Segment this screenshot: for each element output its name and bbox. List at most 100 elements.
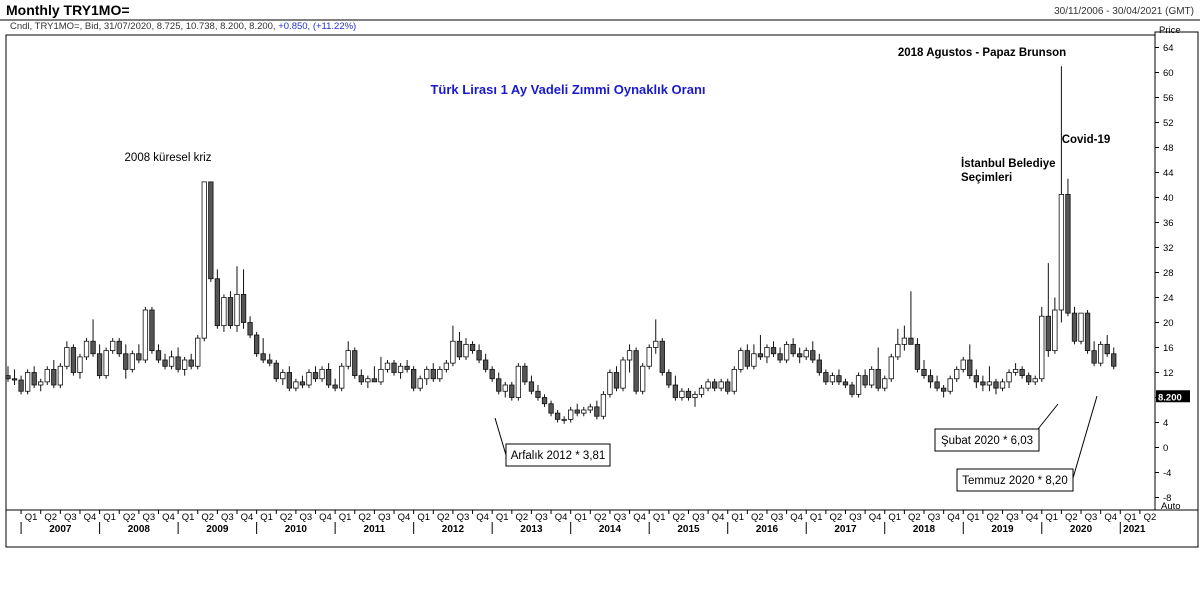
candle-down — [116, 340, 122, 355]
x-year-label: 2014 — [599, 524, 622, 535]
candle-up — [783, 343, 790, 361]
candle-up — [1098, 343, 1104, 364]
date-range: 30/11/2006 - 30/04/2021 (GMT) — [1054, 6, 1194, 17]
x-quarter-label: Q3 — [535, 512, 548, 523]
x-quarter-label: Q1 — [260, 512, 273, 523]
x-quarter-label: Q2 — [123, 512, 136, 523]
y-tick-label: 36 — [1163, 218, 1174, 229]
candle-down — [528, 381, 535, 392]
x-quarter-label: Q4 — [398, 512, 411, 523]
candle-down — [332, 384, 338, 389]
candle-down — [927, 375, 934, 383]
candle-up — [1078, 312, 1084, 342]
annotation-label: 2008 küresel kriz — [125, 152, 212, 164]
x-year-label: 2016 — [756, 524, 779, 535]
annotation-label: Seçimleri — [961, 172, 1012, 184]
candle-up — [751, 353, 757, 367]
y-tick-label: 56 — [1163, 93, 1174, 104]
candle-down — [411, 368, 417, 389]
candle-down — [797, 353, 803, 358]
x-quarter-label: Q2 — [830, 512, 843, 523]
x-year-label: 2008 — [128, 524, 151, 535]
y-tick-label: 24 — [1163, 293, 1174, 304]
candle-down — [286, 372, 292, 389]
candle-up — [38, 381, 44, 386]
candle-down — [267, 359, 273, 364]
candle-down — [908, 337, 914, 345]
x-year-label: 2020 — [1070, 524, 1093, 535]
x-quarter-label: Q3 — [1006, 512, 1019, 523]
candle-down — [934, 381, 940, 389]
candle-up — [986, 381, 993, 386]
x-quarter-label: Q3 — [849, 512, 862, 523]
candle-up — [888, 356, 894, 380]
candle-down — [967, 359, 973, 377]
last-price-label: 8.200 — [1158, 392, 1182, 403]
candle-up — [960, 359, 966, 370]
candle-up — [437, 368, 443, 380]
candle-down — [214, 278, 221, 327]
y-tick-label: 48 — [1163, 143, 1174, 154]
chart-header: Monthly TRY1MO= 30/11/2006 - 30/04/2021 … — [0, 0, 1200, 20]
candle-up — [77, 356, 83, 373]
x-quarter-label: Q4 — [241, 512, 254, 523]
candle-down — [816, 359, 822, 373]
candle-down — [980, 381, 986, 386]
candle-down — [325, 368, 332, 386]
candle-up — [424, 368, 430, 380]
candle-up — [869, 368, 875, 386]
candle-down — [973, 375, 979, 383]
candle-up — [895, 343, 901, 358]
x-quarter-label: Q3 — [1085, 512, 1098, 523]
candle-down — [18, 379, 24, 392]
candle-up — [378, 368, 384, 383]
candle-down — [227, 297, 234, 327]
candle-up — [83, 340, 90, 358]
x-year-label: 2017 — [834, 524, 857, 535]
candle-down — [1019, 368, 1025, 377]
y-tick-label: 16 — [1163, 343, 1174, 354]
candle-up — [515, 365, 521, 398]
candle-up — [384, 362, 391, 370]
callout-leader — [494, 417, 507, 456]
callout-leader — [1072, 395, 1098, 479]
x-quarter-label: Q4 — [1026, 512, 1039, 523]
candle-up — [1039, 315, 1045, 380]
candle-down — [1084, 312, 1091, 352]
candle-down — [613, 372, 620, 389]
candle-up — [954, 368, 960, 380]
candle-down — [476, 350, 482, 361]
candle-up — [44, 368, 50, 383]
candle-down — [823, 372, 829, 383]
candle-down — [123, 353, 129, 370]
chart-title: Türk Lirası 1 Ay Vadeli Zımmi Oynaklık O… — [430, 82, 705, 97]
x-quarter-label: Q2 — [280, 512, 293, 523]
candle-up — [764, 347, 770, 358]
candle-down — [70, 347, 77, 373]
x-quarter-label: Q3 — [692, 512, 705, 523]
x-quarter-label: Q3 — [928, 512, 941, 523]
x-quarter-label: Q1 — [888, 512, 901, 523]
annotation-label: İstanbul Belediye — [961, 157, 1056, 170]
candle-up — [339, 365, 345, 389]
callout-box — [934, 428, 1040, 452]
candle-down — [240, 293, 247, 323]
candle-down — [522, 365, 528, 383]
candle-up — [417, 378, 423, 389]
callout-label: Şubat 2020 * 6,03 — [941, 435, 1033, 447]
x-year-label: 2018 — [913, 524, 936, 535]
y-tick-label: 52 — [1163, 118, 1174, 129]
candle-up — [201, 181, 207, 339]
candle-up — [640, 365, 646, 392]
candle-down — [31, 372, 37, 386]
x-quarter-label: Q1 — [810, 512, 823, 523]
x-quarter-label: Q1 — [182, 512, 195, 523]
candle-down — [1045, 315, 1051, 352]
candle-up — [1032, 378, 1038, 383]
x-quarter-label: Q2 — [201, 512, 214, 523]
y-axis-label: Price — [1159, 25, 1181, 36]
candle-down — [90, 340, 96, 355]
candle-up — [561, 418, 567, 421]
callout-label: Arfalık 2012 * 3,81 — [511, 450, 606, 462]
candle-up — [679, 390, 685, 398]
